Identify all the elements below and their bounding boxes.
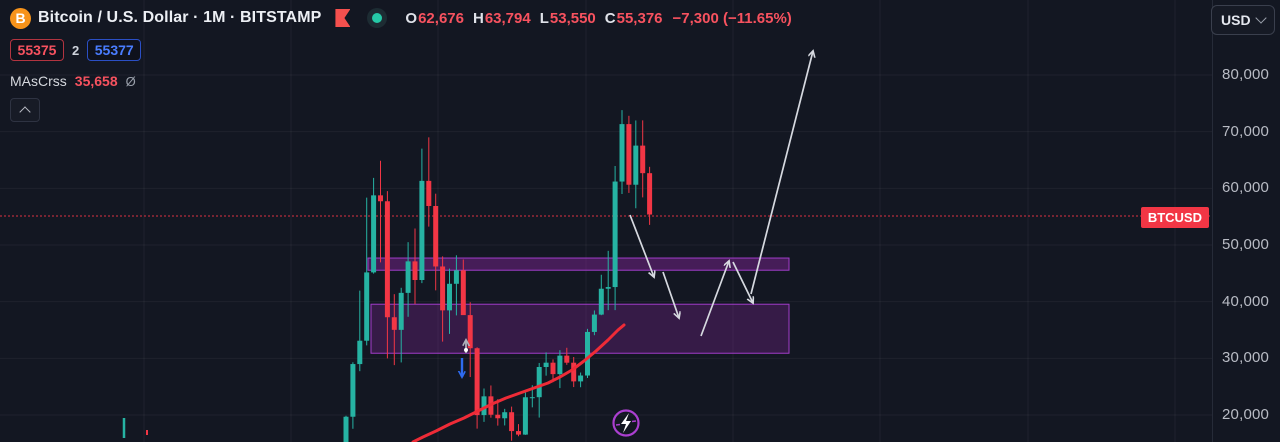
- bitcoin-logo-icon: B: [10, 7, 31, 29]
- close-value: 55,376: [616, 9, 663, 27]
- close-label: C: [604, 9, 616, 27]
- high-value: 63,794: [484, 9, 531, 27]
- indicator-row: MAsCrss 35,658 Ø: [10, 73, 801, 89]
- spread-value: 2: [72, 42, 80, 58]
- axis-tick-label: 60,000: [1222, 179, 1270, 197]
- trend-arrow[interactable]: [629, 214, 654, 277]
- sell-button[interactable]: 55375: [10, 39, 64, 61]
- trend-arrow[interactable]: [700, 261, 729, 337]
- flag-icon[interactable]: [335, 9, 351, 27]
- currency-label: USD: [1221, 12, 1251, 28]
- symbol-price-tag: BTCUSD: [1140, 207, 1209, 228]
- market-status-icon[interactable]: [367, 8, 388, 28]
- open-value: 62,676: [418, 9, 464, 27]
- axis-tick-label: 20,000: [1222, 406, 1270, 423]
- currency-toggle-button[interactable]: USD: [1211, 5, 1275, 35]
- low-label: L: [539, 9, 549, 27]
- projection-arrows[interactable]: [629, 51, 813, 337]
- chevron-up-icon: [19, 106, 31, 118]
- lightning-icon[interactable]: [612, 409, 640, 437]
- legend-collapse-button[interactable]: [10, 98, 40, 122]
- indicator-name[interactable]: MAsCrss: [10, 73, 67, 89]
- high-label: H: [472, 9, 484, 27]
- ma-line[interactable]: [411, 323, 626, 442]
- symbol-title[interactable]: Bitcoin / U.S. Dollar · 1M · BITSTAMP: [38, 9, 322, 26]
- change-value: −7,300 (−11.65%): [672, 9, 792, 27]
- demand-zone[interactable]: [370, 303, 790, 354]
- chevron-down-icon: [1255, 12, 1267, 24]
- marker-layer: [122, 340, 468, 438]
- low-value: 53,550: [549, 9, 596, 27]
- bid-ask-row: 55375 2 55377: [10, 39, 801, 61]
- stray-red-tick: [146, 430, 148, 435]
- axis-tick-label: 70,000: [1222, 122, 1270, 140]
- axis-tick-label: 50,000: [1222, 236, 1270, 253]
- indicator-average-symbol: Ø: [125, 73, 136, 89]
- grid-layer: [0, 0, 1212, 442]
- axis-tick-label: 80,000: [1222, 66, 1270, 83]
- axis-tick-label: 30,000: [1222, 349, 1270, 367]
- indicator-value: 35,658: [74, 73, 118, 89]
- price-axis[interactable]: 80,000 70,000 60,000 50,000 40,000 30,000 20,0…: [1212, 0, 1280, 442]
- trend-arrow[interactable]: [732, 261, 753, 303]
- legend-title-row: B Bitcoin / U.S. Dollar · 1M · BITSTAMP …: [10, 6, 801, 30]
- zones-layer[interactable]: [367, 257, 790, 354]
- candles-layer: [343, 110, 653, 442]
- trend-arrow[interactable]: [662, 271, 679, 318]
- chart-canvas[interactable]: [0, 0, 1212, 442]
- trend-arrow[interactable]: [750, 51, 813, 295]
- supply-zone[interactable]: [367, 257, 790, 271]
- buy-button[interactable]: 55377: [87, 39, 142, 61]
- chart-legend: B Bitcoin / U.S. Dollar · 1M · BITSTAMP …: [10, 6, 801, 122]
- ohlc-readout: O 62,676 H 63,794 L 53,550 C 55,376 −7,300 (…: [405, 10, 800, 27]
- open-label: O: [405, 9, 418, 27]
- axis-tick-label: 40,000: [1222, 292, 1270, 310]
- anchor-dot: [464, 348, 468, 352]
